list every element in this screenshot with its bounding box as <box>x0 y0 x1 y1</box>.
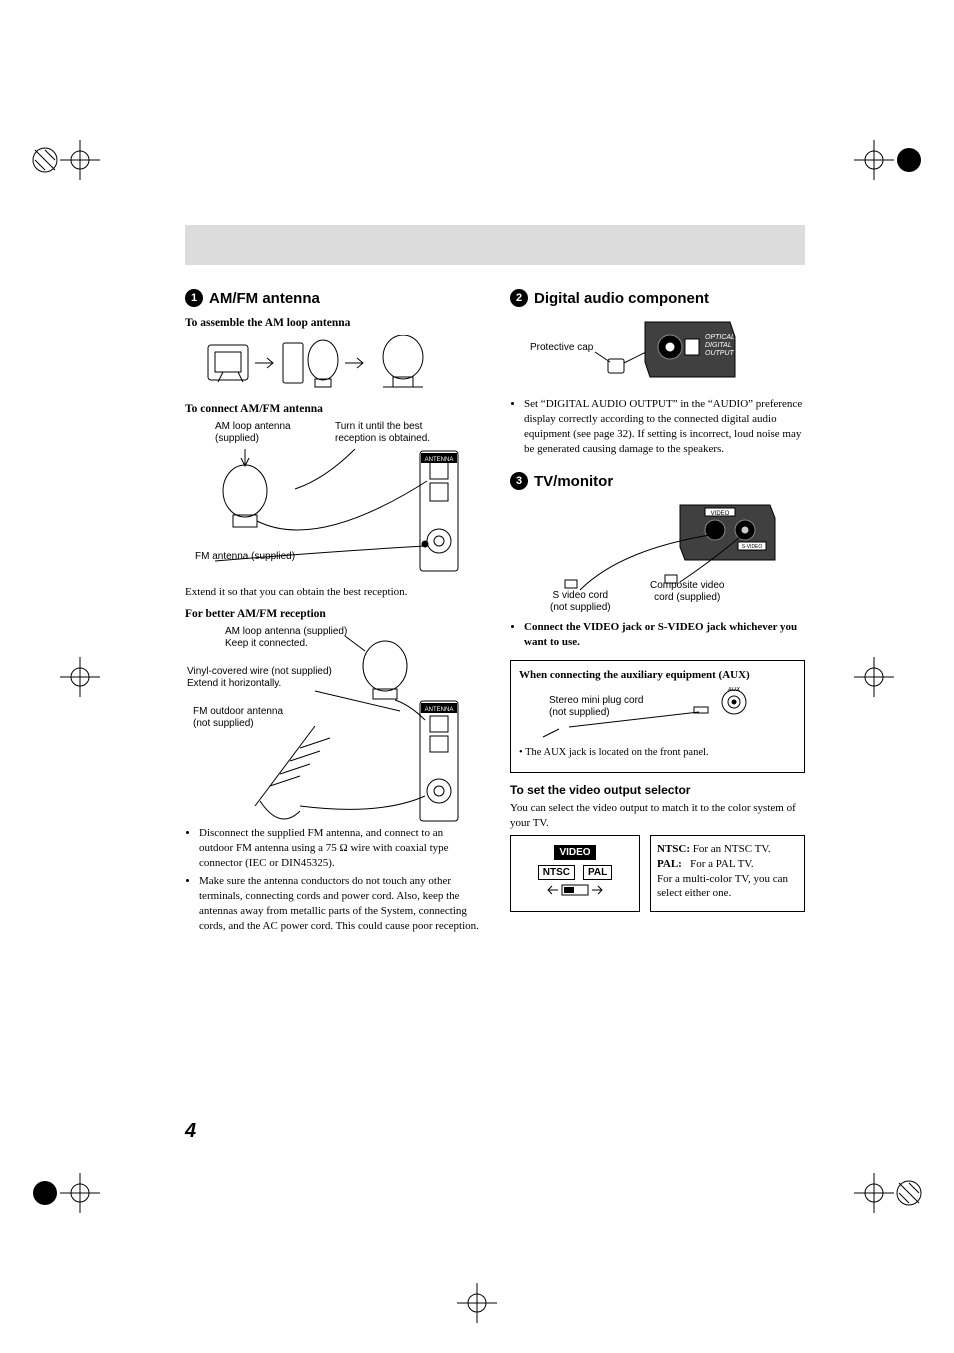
antenna-tag: ANTENNA <box>425 457 454 463</box>
right-column: 2 Digital audio component Protective cap <box>510 285 805 938</box>
section-digital-label: Digital audio component <box>534 290 709 307</box>
header-band <box>185 225 805 265</box>
figure-optical: Protective cap OPTICAL DIGITAL <box>510 317 805 397</box>
section-digital: 2 Digital audio component <box>510 289 805 307</box>
left-column: 1 AM/FM antenna To assemble the AM loop … <box>185 285 480 938</box>
regmark-br <box>854 1173 894 1213</box>
corner-hatch-tr <box>894 145 924 175</box>
regmark-r <box>854 657 894 697</box>
svg-text:OPTICAL DIGITAL: OPTICAL DIGITAL OUTPUT <box>705 334 737 357</box>
section-amfm-label: AM/FM antenna <box>209 290 320 307</box>
s3-bullets: Connect the VIDEO jack or S-VIDEO jack w… <box>510 620 805 650</box>
selector-text: You can select the video output to match… <box>510 801 805 831</box>
multi-text: For a multi-color TV, you can select eit… <box>657 872 798 902</box>
numcircle-1: 1 <box>185 289 203 307</box>
selector-title: To set the video output selector <box>510 783 805 797</box>
left-bullets: Disconnect the supplied FM antenna, and … <box>185 826 480 934</box>
s3-bullet: Connect the VIDEO jack or S-VIDEO jack w… <box>524 620 805 650</box>
aux-note: • The AUX jack is located on the front p… <box>519 746 796 760</box>
svg-text:AUX: AUX <box>727 687 741 693</box>
assemble-title: To assemble the AM loop antenna <box>185 317 480 329</box>
ntsc-label: NTSC: <box>657 843 690 855</box>
tag-video: VIDEO <box>554 845 595 860</box>
numcircle-2: 2 <box>510 289 528 307</box>
figure-better: AM loop antenna (supplied) Keep it conne… <box>185 626 480 826</box>
regmark-tl <box>60 140 100 180</box>
figure-aux: Stereo mini plug cord(not supplied) AUX <box>519 687 796 742</box>
left-bullet-1: Disconnect the supplied FM antenna, and … <box>199 826 480 871</box>
svg-text:VIDEO: VIDEO <box>711 511 730 517</box>
regmark-bl <box>60 1173 100 1213</box>
svg-text:ANTENNA: ANTENNA <box>425 707 454 713</box>
selector-desc-box: NTSC: For an NTSC TV. PAL: For a PAL TV.… <box>650 835 805 912</box>
svg-text:S-VIDEO: S-VIDEO <box>742 544 763 550</box>
corner-hatch-br <box>894 1178 924 1208</box>
figure-connect: AM loop antenna (supplied) Turn it until… <box>185 421 480 581</box>
tag-pal: PAL <box>583 865 612 880</box>
aux-box: When connecting the auxiliary equipment … <box>510 660 805 773</box>
switch-icon <box>540 882 610 900</box>
switch-box: VIDEO NTSC PAL <box>510 835 640 912</box>
numcircle-3: 3 <box>510 472 528 490</box>
pal-text: For a PAL TV. <box>690 858 754 870</box>
regmark-b <box>457 1283 497 1323</box>
page-number: 4 <box>185 1120 196 1143</box>
fm-label: FM antenna (supplied) <box>195 551 295 563</box>
page-content: 1 AM/FM antenna To assemble the AM loop … <box>185 225 805 938</box>
left-bullet-2: Make sure the antenna conductors do not … <box>199 874 480 933</box>
regmark-tr <box>854 140 894 180</box>
figure-tv: S video cord(not supplied) Composite vid… <box>510 500 805 620</box>
better-title: For better AM/FM reception <box>185 608 480 620</box>
pal-label: PAL: <box>657 858 682 870</box>
tag-ntsc: NTSC <box>538 865 575 880</box>
section-tv-label: TV/monitor <box>534 473 613 490</box>
s2-bullets: Set “DIGITAL AUDIO OUTPUT” in the “AUDIO… <box>510 397 805 456</box>
connect-title: To connect AM/FM antenna <box>185 403 480 415</box>
ntsc-text: For an NTSC TV. <box>693 843 771 855</box>
regmark-l <box>60 657 100 697</box>
figure-assemble <box>185 335 480 395</box>
s2-bullet: Set “DIGITAL AUDIO OUTPUT” in the “AUDIO… <box>524 397 805 456</box>
extend-text: Extend it so that you can obtain the bes… <box>185 585 480 600</box>
corner-hatch-tl <box>30 145 60 175</box>
section-tv: 3 TV/monitor <box>510 472 805 490</box>
aux-box-title: When connecting the auxiliary equipment … <box>519 669 796 681</box>
selector-diagram: VIDEO NTSC PAL NTSC: For an NTSC TV. PAL… <box>510 835 805 912</box>
corner-hatch-bl <box>30 1178 60 1208</box>
section-amfm: 1 AM/FM antenna <box>185 289 480 307</box>
